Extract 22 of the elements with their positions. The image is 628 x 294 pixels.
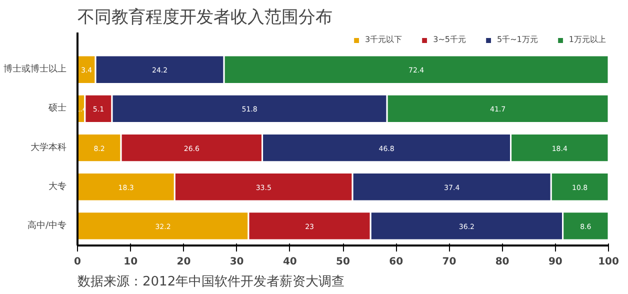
x-tick-label: 10	[124, 256, 138, 268]
x-tick-label: 60	[389, 256, 404, 268]
x-tick-label: 40	[282, 256, 297, 268]
legend-label: 5千~1万元	[497, 34, 538, 45]
y-tick-label: 高中/中专	[27, 220, 67, 231]
x-tick-label: 70	[442, 256, 456, 268]
chart-title: 不同教育程度开发者收入范围分布	[78, 8, 332, 28]
y-tick-label: 大学本科	[30, 142, 66, 153]
x-tick-label: 100	[598, 256, 619, 268]
x-tick-label: 50	[336, 256, 350, 268]
x-tick-label: 90	[548, 256, 562, 268]
y-tick-label: 硕士	[48, 102, 66, 114]
x-tick-label: 20	[176, 256, 191, 268]
source-note: 数据来源：2012年中国软件开发者薪资大调查	[78, 274, 345, 290]
x-tick-label: 80	[495, 256, 510, 268]
legend-label: 3~5千元	[433, 34, 466, 45]
x-tick-label: 0	[74, 256, 82, 268]
y-tick-label: 博士或博士以上	[4, 64, 66, 75]
legend-label: 3千元以下	[365, 34, 402, 45]
legend-label: 1万元以上	[568, 34, 606, 45]
y-tick-label: 大专	[48, 180, 66, 192]
x-tick-label: 30	[230, 256, 244, 268]
